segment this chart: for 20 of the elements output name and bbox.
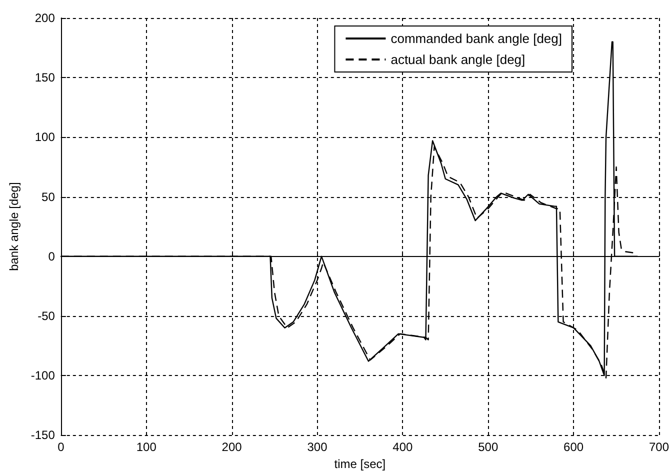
x-tick-label: 300 — [307, 440, 328, 454]
y-tick-label: -50 — [38, 308, 56, 323]
y-tick-label: -150 — [30, 428, 56, 442]
y-tick-label: 150 — [34, 70, 56, 85]
x-tick-label: 200 — [222, 440, 242, 454]
x-tick-label: 0 — [58, 440, 65, 454]
y-tick-label: 50 — [42, 190, 56, 204]
x-tick-label: 600 — [564, 440, 584, 454]
y-tick-label: 0 — [48, 249, 56, 264]
y-tick-label: 200 — [34, 11, 56, 25]
x-tick-label: 400 — [392, 440, 414, 454]
legend-label: commanded bank angle [deg] — [390, 31, 562, 46]
x-axis-title: time [sec] — [334, 457, 386, 471]
y-tick-label: -100 — [30, 368, 56, 383]
y-tick-label: 100 — [34, 130, 56, 144]
x-tick-label: 100 — [136, 440, 157, 454]
legend-label: actual bank angle [deg] — [390, 52, 526, 67]
x-tick-label: 700 — [648, 440, 670, 454]
x-tick-label: 500 — [478, 440, 498, 454]
y-axis-title: bank angle [deg] — [7, 182, 21, 271]
